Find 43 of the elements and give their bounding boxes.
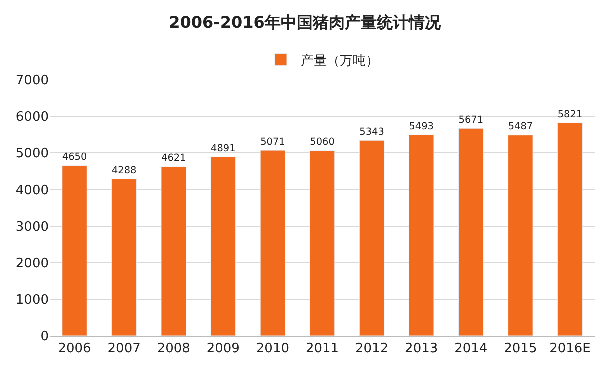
data-label: 4288 [112,165,137,176]
y-tick-label: 1000 [16,292,49,308]
bar [310,150,336,336]
x-tick-label: 2012 [356,342,389,357]
bar [408,134,434,336]
data-label: 5493 [409,121,434,132]
x-tick-label: 2006 [58,342,92,357]
chart-title: 2006-2016年中国猪肉产量统计情况 [169,12,442,32]
data-label: 5671 [458,114,484,126]
x-tick-label: 2015 [504,342,538,357]
data-label: 4891 [211,143,236,154]
x-tick-label: 2010 [256,342,290,357]
y-tick-label: 5000 [16,146,49,162]
bar [161,166,186,336]
data-label: 5821 [558,109,583,120]
y-tick-label: 7000 [16,74,49,89]
bar [508,135,534,336]
bar [112,178,137,336]
x-tick-label: 2008 [157,342,190,357]
x-tick-label: 2011 [306,342,340,357]
data-label: 5487 [508,122,534,133]
bar [62,166,88,336]
x-tick-label: 2016E [550,342,591,357]
legend-label: 产量（万吨） [301,54,379,69]
bar [359,140,385,336]
data-label: 5060 [310,137,335,148]
data-label: 4621 [162,153,186,164]
bar [458,128,484,336]
y-tick-label: 3000 [16,220,49,235]
data-label: 5071 [260,136,286,148]
y-tick-label: 2000 [16,256,49,272]
x-tick-label: 2013 [405,342,438,357]
bar [558,122,583,336]
bar [260,150,286,336]
x-tick-label: 2014 [454,342,488,357]
data-label: 5343 [360,126,384,138]
y-tick-label: 6000 [16,110,49,126]
x-tick-label: 2007 [108,342,141,357]
x-tick-label: 2009 [206,342,240,357]
y-tick-label: 4000 [16,183,49,198]
data-label: 4650 [62,152,88,164]
bar [210,156,236,336]
y-tick-label: 0 [40,330,49,345]
